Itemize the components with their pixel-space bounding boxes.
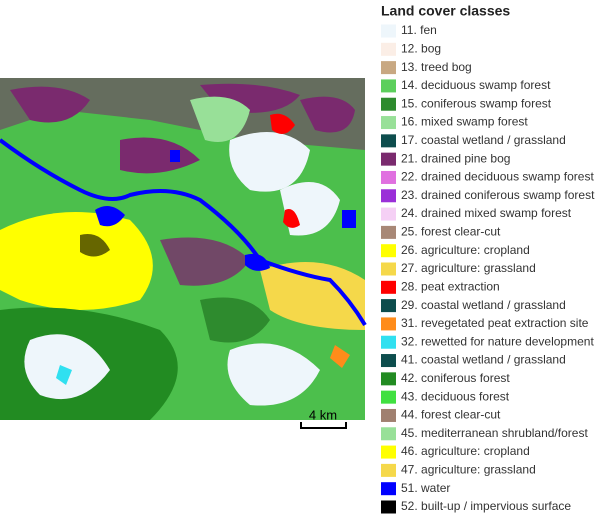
legend-swatch [381, 500, 396, 514]
legend-label: 26. agriculture: cropland [401, 243, 530, 257]
legend-label: 29. coastal wetland / grassland [401, 298, 566, 312]
legend-swatch [381, 189, 396, 203]
legend-label: 47. agriculture: grassland [401, 463, 536, 477]
legend-label: 27. agriculture: grassland [401, 261, 536, 275]
legend-swatch [381, 482, 396, 496]
legend-swatch [381, 24, 396, 38]
legend-swatch [381, 335, 396, 349]
legend-swatch [381, 408, 396, 422]
legend-label: 23. drained coniferous swamp forest [401, 188, 595, 202]
legend-label: 41. coastal wetland / grassland [401, 353, 566, 367]
legend-label: 42. coniferous forest [401, 371, 510, 385]
legend-label: 43. deciduous forest [401, 389, 510, 403]
legend-label: 24. drained mixed swamp forest [401, 206, 572, 220]
legend-swatch [381, 207, 396, 221]
legend-label: 17. coastal wetland / grassland [401, 133, 566, 147]
legend-label: 13. treed bog [401, 60, 472, 74]
legend-swatch [381, 79, 396, 93]
legend-swatch [381, 317, 396, 331]
legend-swatch [381, 61, 396, 75]
legend-label: 25. forest clear-cut [401, 225, 501, 239]
legend-label: 15. coniferous swamp forest [401, 96, 552, 110]
legend-swatch [381, 262, 396, 276]
legend-swatch [381, 427, 396, 441]
legend-swatch [381, 170, 396, 184]
legend-swatch [381, 42, 396, 56]
legend-label: 52. built-up / impervious surface [401, 499, 571, 513]
legend-swatch [381, 225, 396, 239]
legend-label: 51. water [401, 481, 450, 495]
legend-label: 31. revegetated peat extraction site [401, 316, 589, 330]
legend-swatch [381, 463, 396, 477]
legend-swatch [381, 372, 396, 386]
legend-label: 21. drained pine bog [401, 151, 510, 165]
legend-label: 12. bog [401, 41, 441, 55]
legend-swatch [381, 152, 396, 166]
legend-swatch [381, 299, 396, 313]
legend-label: 32. rewetted for nature development [401, 334, 594, 348]
scale-bar-label: 4 km [309, 407, 337, 422]
legend-swatch [381, 97, 396, 111]
legend-label: 11. fen [401, 23, 437, 37]
legend-label: 45. mediterranean shrubland/forest [401, 426, 588, 440]
legend-label: 28. peat extraction [401, 279, 500, 293]
legend-swatch [381, 390, 396, 404]
legend-swatch [381, 116, 396, 130]
legend-label: 46. agriculture: cropland [401, 444, 530, 458]
legend-title: Land cover classes [381, 3, 510, 19]
legend-swatch [381, 244, 396, 258]
land-cover-map [0, 78, 367, 420]
legend-label: 16. mixed swamp forest [401, 115, 528, 129]
legend-label: 22. drained deciduous swamp forest [401, 170, 594, 184]
legend-label: 14. deciduous swamp forest [401, 78, 551, 92]
legend-swatch [381, 134, 396, 148]
legend-label: 44. forest clear-cut [401, 408, 501, 422]
legend-swatch [381, 280, 396, 294]
legend: 11. fen 12. bog 13. treed bog 14. deciduous… [381, 23, 595, 514]
legend-swatch [381, 445, 396, 459]
legend-swatch [381, 354, 396, 368]
